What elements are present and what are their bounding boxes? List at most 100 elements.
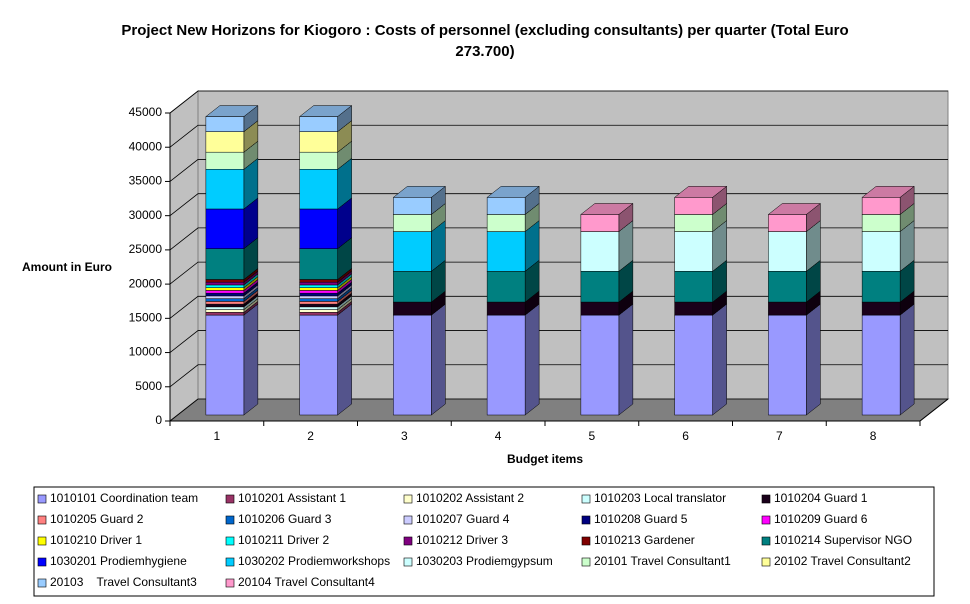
bar-segment (205, 151, 245, 170)
legend-swatch (581, 536, 591, 546)
x-tick-label: 8 (870, 429, 877, 443)
bar-segment (580, 314, 620, 416)
bar-segment (205, 279, 245, 283)
bar-segment (205, 169, 245, 210)
bar-segment (393, 271, 432, 303)
bar-segment (861, 231, 901, 272)
legend-swatch (37, 515, 47, 525)
legend-label: 1010208 Guard 5 (594, 512, 688, 526)
legend-label: 1010212 Driver 3 (416, 533, 508, 547)
bar-segment (299, 314, 338, 416)
bar-segment (299, 281, 338, 286)
legend-label: 1010205 Guard 2 (50, 512, 144, 526)
bar-segment (205, 303, 245, 308)
legend-label: 1010213 Gardener (594, 533, 695, 547)
bar-segment (486, 231, 526, 272)
bar-segment (205, 287, 245, 291)
bar-segment (768, 231, 807, 272)
y-tick-label: 10000 (129, 345, 163, 359)
bar-side (337, 303, 352, 416)
legend-swatch (225, 515, 235, 525)
bar-side (806, 303, 821, 416)
y-tick-label: 0 (155, 413, 162, 427)
legend-label: 1010210 Driver 1 (50, 533, 142, 547)
bar-segment (299, 301, 338, 305)
legend-label: 1010214 Supervisor NGO (774, 533, 912, 547)
legend-swatch (403, 557, 413, 567)
bar-segment (861, 214, 901, 232)
bar-segment (205, 314, 245, 416)
bar-segment (674, 231, 713, 272)
x-tick-label: 7 (776, 429, 783, 443)
bar-segment (205, 309, 245, 313)
legend-box (33, 486, 935, 597)
bar-segment (299, 284, 338, 288)
bar-segment (299, 151, 338, 170)
bar-segment (299, 290, 338, 294)
legend-swatch (403, 515, 413, 525)
bar-side (899, 303, 915, 416)
bar-segment (299, 248, 338, 280)
bar-segment (299, 116, 338, 132)
bar-segment (205, 306, 245, 310)
legend-swatch (581, 494, 591, 504)
bar-segment (393, 314, 432, 416)
legend-label: 1010201 Assistant 1 (238, 491, 346, 505)
grid-line (169, 90, 948, 114)
bar-segment (205, 116, 245, 132)
bar-segment (393, 214, 432, 232)
legend-swatch (225, 557, 235, 567)
x-tick-label: 6 (682, 429, 689, 443)
bar-segment (205, 312, 245, 316)
bar-segment (486, 214, 526, 232)
legend-label: 20104 Travel Consultant4 (238, 575, 375, 589)
legend-label: 20103 Travel Consultant3 (50, 575, 197, 589)
bar-segment (486, 314, 526, 416)
bar-segment (393, 231, 432, 272)
bar-segment (205, 298, 245, 302)
legend-label: 1010101 Coordination team (50, 491, 198, 505)
x-tick-label: 5 (589, 429, 596, 443)
bar-segment (205, 290, 245, 294)
legend-label: 1030202 Prodiemworkshops (238, 554, 390, 568)
legend-swatch (581, 557, 591, 567)
bar-segment (486, 301, 526, 316)
bar-segment (299, 309, 338, 313)
floor (168, 398, 950, 422)
x-tick-label: 3 (401, 429, 408, 443)
bar-segment (299, 306, 338, 310)
y-tick-label: 20000 (129, 276, 163, 290)
chart-title: Project New Horizons for Kiogoro : Costs… (121, 22, 849, 60)
bar-segment (205, 301, 245, 305)
legend-swatch (403, 536, 413, 546)
bar-segment (674, 271, 713, 303)
bar-segment (674, 214, 713, 232)
bar-segment (299, 208, 338, 249)
bar-segment (299, 295, 338, 299)
legend-label: 20102 Travel Consultant2 (774, 554, 911, 568)
y-tick-label: 15000 (129, 311, 163, 325)
legend-label: 1010203 Local translator (594, 491, 726, 505)
legend-swatch (225, 578, 235, 588)
y-axis-label: Amount in Euro (22, 260, 112, 274)
bar-side (243, 303, 259, 416)
legend-label: 1010207 Guard 4 (416, 512, 510, 526)
bar-segment (768, 214, 807, 232)
legend-swatch (225, 536, 235, 546)
bar-segment (674, 301, 713, 316)
bar-segment (768, 301, 807, 316)
bar-segment (580, 271, 620, 303)
bar-segment (205, 295, 245, 299)
y-tick-label: 25000 (129, 242, 163, 256)
legend-label: 1010211 Driver 2 (238, 533, 329, 547)
bar-segment (299, 292, 338, 297)
legend-swatch (761, 557, 771, 567)
legend-swatch (581, 515, 591, 525)
bar-segment (299, 298, 338, 302)
bar-segment (861, 271, 901, 303)
bar-segment (580, 214, 620, 232)
bar-segment (768, 314, 807, 416)
grid-line (169, 124, 948, 148)
